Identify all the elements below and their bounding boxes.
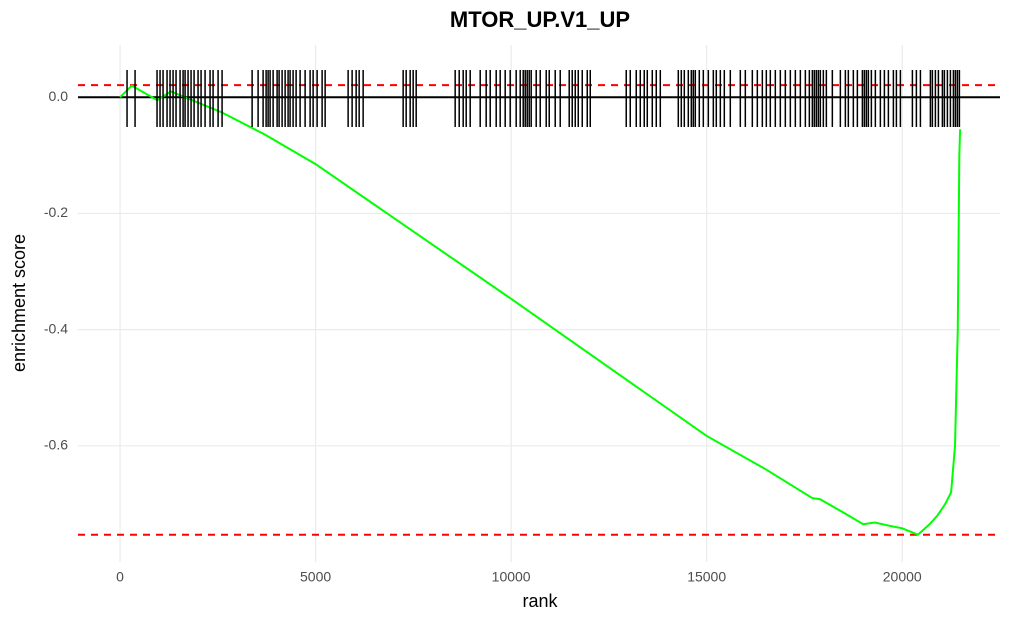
chart-title: MTOR_UP.V1_UP (450, 7, 630, 32)
x-tick-label: 0 (116, 569, 124, 585)
y-tick-label: -0.6 (44, 437, 68, 453)
x-tick-label: 10000 (492, 569, 531, 585)
y-tick-label: -0.2 (44, 204, 68, 220)
x-tick-label: 15000 (687, 569, 726, 585)
y-tick-label: -0.4 (44, 320, 68, 336)
x-tick-label: 5000 (300, 569, 331, 585)
x-axis-label: rank (522, 591, 558, 611)
x-tick-label: 20000 (883, 569, 922, 585)
y-axis-label: enrichment score (9, 234, 29, 372)
enrichment-line (119, 84, 962, 536)
y-tick-label: 0.0 (49, 88, 69, 104)
